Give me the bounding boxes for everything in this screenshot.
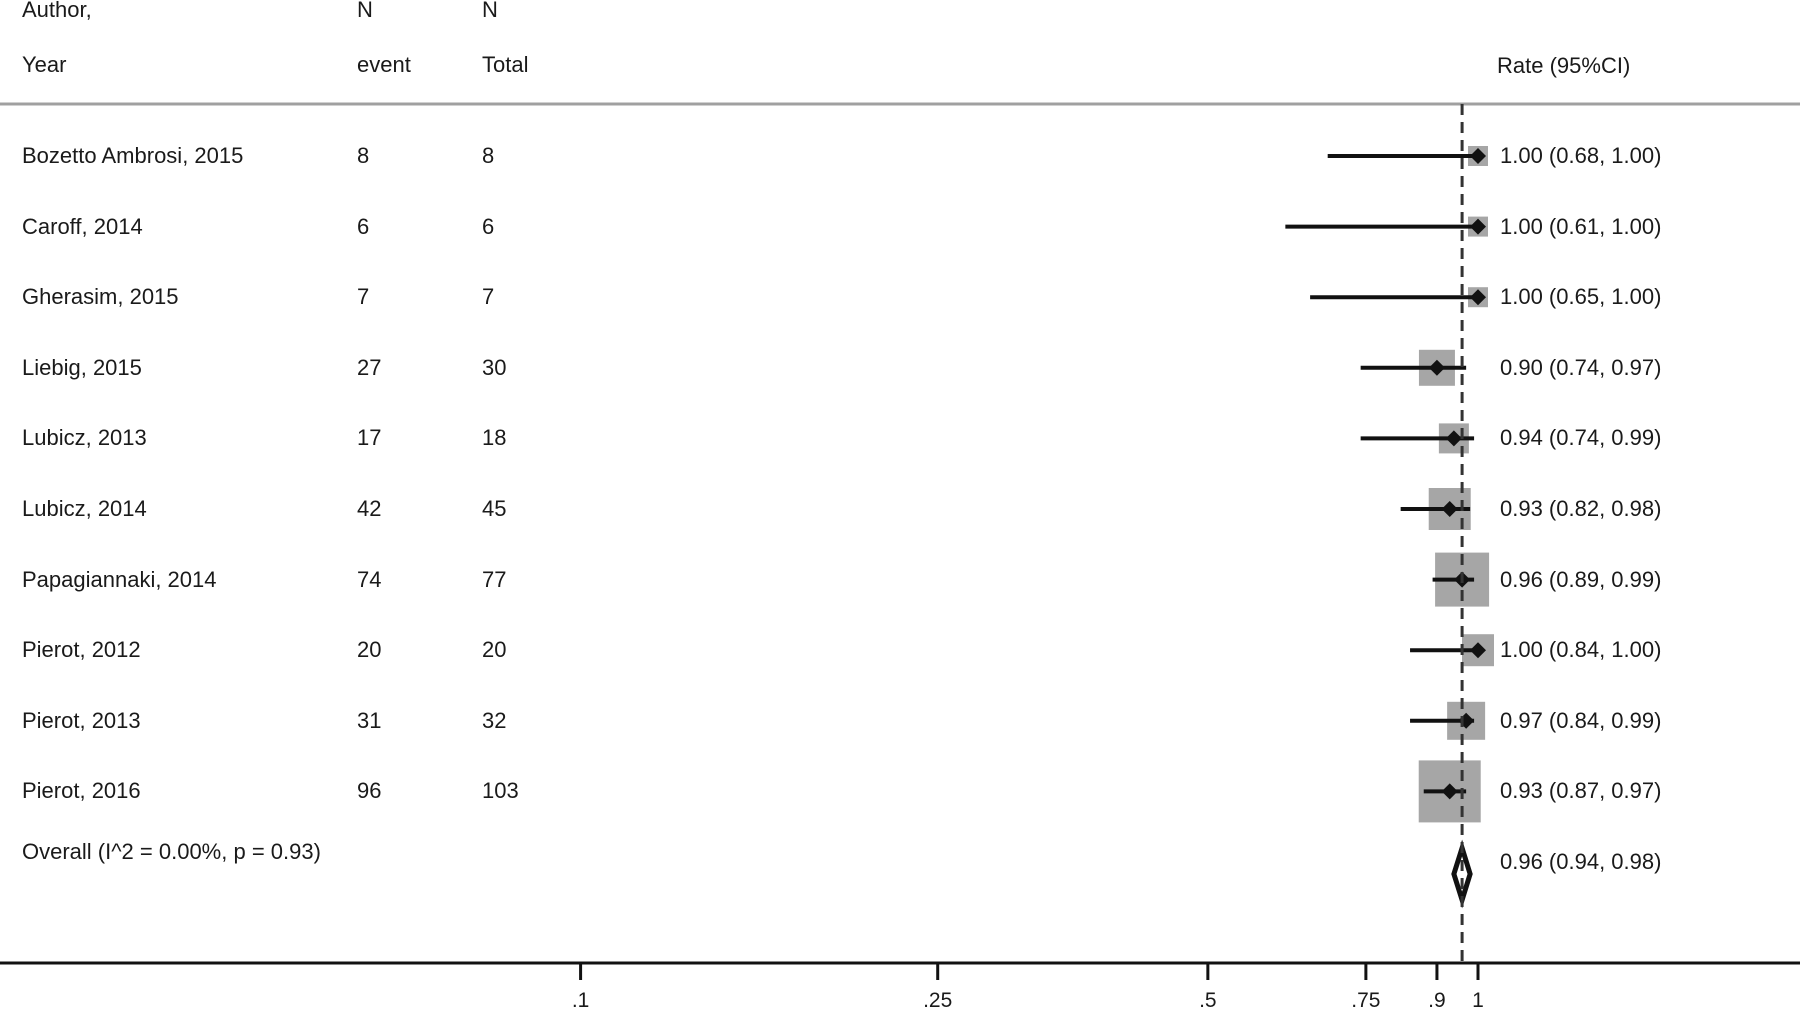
study-events: 17 [357,425,382,451]
point-estimate [1470,642,1486,659]
x-tick-label: 1 [1472,989,1484,1012]
study-total: 18 [482,425,507,451]
study-ci-text: 0.90 (0.74, 0.97) [1500,354,1662,380]
point-estimate [1445,430,1462,447]
x-tick-label: .9 [1428,989,1446,1012]
study-events: 74 [357,566,382,592]
study-events: 8 [357,143,370,168]
header-n-event-top: N [357,0,373,22]
study-events: 96 [357,778,382,804]
study-label: Caroff, 2014 [22,213,143,239]
study-label: Bozetto Ambrosi, 2015 [22,143,244,168]
overall-ci-text: 0.96 (0.94, 0.98) [1500,849,1662,874]
x-tick-label: .25 [923,989,953,1012]
header-n-total-top: N [482,0,498,22]
overall-diamond [1451,839,1473,909]
header-year: Year [22,52,67,77]
study-ci-text: 1.00 (0.61, 1.00) [1500,213,1662,239]
study-label: Papagiannaki, 2014 [22,566,217,592]
study-label: Pierot, 2016 [22,778,141,804]
study-events: 27 [357,354,382,380]
study-ci-text: 0.94 (0.74, 0.99) [1500,425,1662,451]
study-total: 30 [482,354,507,380]
header-rate-ci: Rate (95%CI) [1497,53,1631,78]
header-n-total: Total [482,52,529,77]
header-author: Author, [22,0,92,22]
study-total: 45 [482,496,507,521]
header-n-event: event [357,52,411,77]
point-estimate [1441,783,1458,800]
study-total: 20 [482,637,507,663]
study-ci-text: 0.97 (0.84, 0.99) [1500,707,1662,733]
point-estimate [1470,218,1486,235]
study-ci-text: 0.96 (0.89, 0.99) [1500,566,1662,592]
study-total: 103 [482,778,519,804]
x-tick-label: .5 [1199,989,1217,1012]
study-total: 32 [482,707,507,733]
study-events: 31 [357,707,382,733]
study-ci-text: 0.93 (0.87, 0.97) [1500,778,1662,804]
point-estimate [1428,359,1445,376]
study-label: Lubicz, 2014 [22,496,147,521]
overall-label: Overall (I^2 = 0.00%, p = 0.93) [22,839,321,864]
study-total: 77 [482,566,507,592]
study-events: 6 [357,213,370,239]
study-label: Liebig, 2015 [22,354,142,380]
study-label: Lubicz, 2013 [22,425,147,451]
point-estimate [1470,289,1486,306]
study-total: 7 [482,284,495,310]
study-ci-text: 0.93 (0.82, 0.98) [1500,496,1662,521]
study-ci-text: 1.00 (0.84, 1.00) [1500,637,1662,663]
study-events: 20 [357,637,382,663]
study-events: 42 [357,496,382,521]
x-tick-label: .75 [1351,989,1381,1012]
x-tick-label: .1 [571,989,590,1012]
point-estimate [1441,501,1458,517]
study-total: 8 [482,143,495,168]
study-events: 7 [357,284,370,310]
study-label: Pierot, 2012 [22,637,141,663]
study-label: Gherasim, 2015 [22,284,179,310]
study-total: 6 [482,213,495,239]
study-ci-text: 1.00 (0.65, 1.00) [1500,284,1662,310]
study-ci-text: 1.00 (0.68, 1.00) [1500,143,1662,168]
point-estimate [1470,148,1486,164]
study-label: Pierot, 2013 [22,707,141,733]
